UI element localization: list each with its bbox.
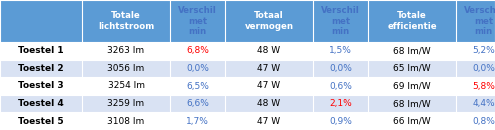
Text: 47 W: 47 W bbox=[257, 64, 281, 73]
Text: Verschil
met
min: Verschil met min bbox=[321, 6, 360, 36]
Text: 47 W: 47 W bbox=[257, 117, 281, 126]
Bar bbox=[0, 95, 495, 112]
Text: 0,0%: 0,0% bbox=[472, 64, 495, 73]
Text: Toestel 4: Toestel 4 bbox=[18, 99, 64, 108]
Text: Toestel 1: Toestel 1 bbox=[18, 46, 64, 55]
Text: 0,9%: 0,9% bbox=[329, 117, 352, 126]
Text: 69 lm/W: 69 lm/W bbox=[393, 82, 431, 90]
Text: Toestel 2: Toestel 2 bbox=[18, 64, 64, 73]
Bar bbox=[0, 60, 495, 77]
Text: 3108 lm: 3108 lm bbox=[107, 117, 145, 126]
Bar bbox=[0, 77, 495, 95]
Text: Totale
efficientie: Totale efficientie bbox=[387, 11, 437, 31]
Text: 68 lm/W: 68 lm/W bbox=[393, 99, 431, 108]
Text: 0,6%: 0,6% bbox=[329, 82, 352, 90]
Text: 6,5%: 6,5% bbox=[186, 82, 209, 90]
Text: 48 W: 48 W bbox=[257, 99, 281, 108]
Text: 6,8%: 6,8% bbox=[186, 46, 209, 55]
Text: Totaal
vermogen: Totaal vermogen bbox=[245, 11, 294, 31]
Text: 1,5%: 1,5% bbox=[329, 46, 352, 55]
Text: 6,6%: 6,6% bbox=[186, 99, 209, 108]
Text: 3259 lm: 3259 lm bbox=[107, 99, 145, 108]
Text: 0,0%: 0,0% bbox=[329, 64, 352, 73]
Text: 1,7%: 1,7% bbox=[186, 117, 209, 126]
Text: 68 lm/W: 68 lm/W bbox=[393, 46, 431, 55]
Text: Toestel 3: Toestel 3 bbox=[18, 82, 64, 90]
Text: 0,0%: 0,0% bbox=[186, 64, 209, 73]
Text: 0,8%: 0,8% bbox=[472, 117, 495, 126]
Text: Toestel 5: Toestel 5 bbox=[18, 117, 64, 126]
Text: 5,2%: 5,2% bbox=[472, 46, 495, 55]
Text: 3056 lm: 3056 lm bbox=[107, 64, 145, 73]
Text: Totale
lichtstroom: Totale lichtstroom bbox=[98, 11, 154, 31]
Text: 3263 lm: 3263 lm bbox=[107, 46, 145, 55]
Text: 47 W: 47 W bbox=[257, 82, 281, 90]
Text: 65 lm/W: 65 lm/W bbox=[393, 64, 431, 73]
Text: 4,4%: 4,4% bbox=[472, 99, 495, 108]
Text: 5,8%: 5,8% bbox=[472, 82, 495, 90]
Text: 48 W: 48 W bbox=[257, 46, 281, 55]
Text: 66 lm/W: 66 lm/W bbox=[393, 117, 431, 126]
Bar bbox=[0, 112, 495, 130]
Bar bbox=[0, 0, 495, 42]
Text: Verschil
met
min: Verschil met min bbox=[464, 6, 495, 36]
Text: 2,1%: 2,1% bbox=[329, 99, 352, 108]
Bar bbox=[0, 42, 495, 60]
Text: 3254 lm: 3254 lm bbox=[107, 82, 145, 90]
Text: Verschil
met
min: Verschil met min bbox=[178, 6, 217, 36]
